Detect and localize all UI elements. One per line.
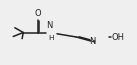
Text: H: H [48, 35, 54, 41]
Text: OH: OH [112, 32, 125, 42]
Text: O: O [34, 9, 41, 18]
Text: N: N [90, 37, 96, 46]
Text: N: N [46, 21, 53, 30]
